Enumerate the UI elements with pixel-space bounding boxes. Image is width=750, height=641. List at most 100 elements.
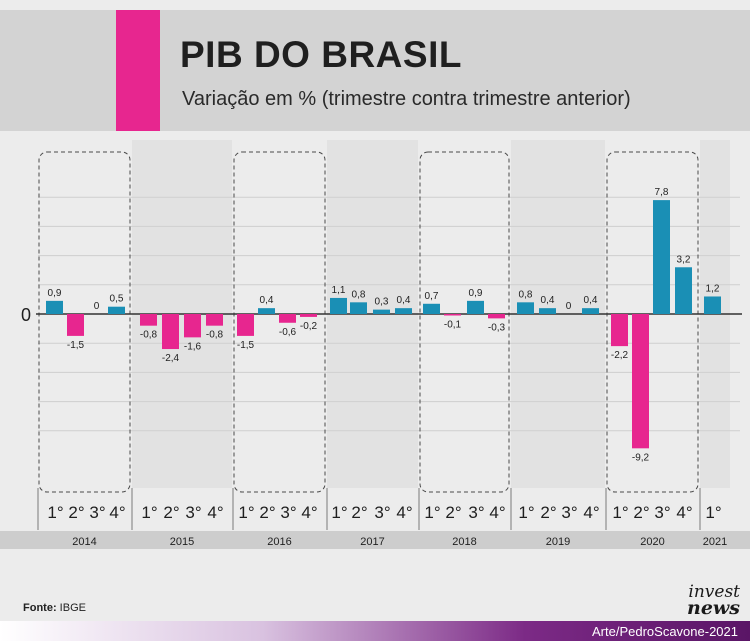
data-label-2017-q2: 0,8	[352, 289, 366, 300]
source-label: Fonte:	[23, 602, 57, 614]
highlight-box-2018	[419, 151, 510, 493]
quarter-label: 4°	[583, 503, 599, 522]
quarter-label: 3°	[185, 503, 201, 522]
data-label-2018-q1: 0,7	[425, 291, 439, 302]
year-band	[0, 531, 750, 549]
data-label-2014-q1: 0,9	[48, 288, 62, 299]
highlight-box-2020	[606, 151, 699, 493]
credit-text: Arte/PedroScavone-2021	[592, 624, 738, 639]
bar-2015-q2	[162, 314, 179, 350]
accent-bar	[116, 10, 160, 131]
bar-2015-q4	[206, 314, 223, 326]
quarter-label: 1°	[705, 503, 721, 522]
data-label-2019-q4: 0,4	[584, 295, 598, 306]
data-label-2020-q2: -9,2	[632, 452, 650, 463]
data-label-2019-q1: 0,8	[519, 289, 533, 300]
quarter-label: 3°	[654, 503, 670, 522]
logo-line-1: invest	[688, 582, 740, 602]
data-label-2015-q2: -2,4	[162, 353, 180, 364]
source-note: Fonte: IBGE	[23, 602, 86, 614]
bar-2020-q4	[675, 267, 692, 314]
bar-2020-q2	[632, 314, 649, 449]
data-label-2016-q1: -1,5	[237, 340, 255, 351]
data-label-2020-q4: 3,2	[677, 254, 691, 265]
bar-2016-q1	[237, 314, 254, 336]
quarter-label: 1°	[238, 503, 254, 522]
quarter-label: 2°	[445, 503, 461, 522]
logo-line-2: news	[687, 597, 740, 619]
quarter-label: 2°	[259, 503, 275, 522]
quarter-label: 1°	[47, 503, 63, 522]
data-label-2015-q4: -0,8	[206, 330, 224, 341]
investnews-logo: invest news	[668, 582, 740, 619]
bar-2019-q2	[539, 308, 556, 314]
chart-title: PIB DO BRASIL	[180, 34, 462, 75]
year-label-2015: 2015	[170, 536, 194, 548]
header-band: PIB DO BRASIL Variação em % (trimestre c…	[0, 10, 750, 131]
bar-2017-q2	[350, 302, 367, 314]
bar-2014-q2	[67, 314, 84, 336]
bar-2016-q2	[258, 308, 275, 314]
data-label-2017-q1: 1,1	[332, 285, 346, 296]
source-value: IBGE	[59, 602, 86, 614]
quarter-label: 4°	[207, 503, 223, 522]
year-label-2017: 2017	[360, 536, 384, 548]
year-label-2021: 2021	[703, 536, 727, 548]
bar-2017-q4	[395, 308, 412, 314]
quarter-label: 4°	[489, 503, 505, 522]
data-label-2014-q4: 0,5	[110, 294, 124, 305]
highlight-box-2014	[38, 151, 131, 493]
quarter-label: 4°	[301, 503, 317, 522]
data-label-2018-q2: -0,1	[444, 319, 462, 330]
data-label-2020-q3: 7,8	[655, 187, 669, 198]
bar-2019-q4	[582, 308, 599, 314]
quarter-label: 2°	[351, 503, 367, 522]
highlight-box-2016	[233, 151, 326, 493]
year-label-2018: 2018	[452, 536, 476, 548]
data-label-2016-q2: 0,4	[260, 295, 274, 306]
quarter-label: 4°	[396, 503, 412, 522]
quarter-label: 3°	[280, 503, 296, 522]
data-label-2019-q3: 0	[566, 301, 572, 312]
bar-2018-q3	[467, 300, 484, 314]
quarter-label: 1°	[424, 503, 440, 522]
data-label-2019-q2: 0,4	[541, 295, 555, 306]
year-label-2014: 2014	[72, 536, 96, 548]
quarter-label: 2°	[633, 503, 649, 522]
data-label-2018-q3: 0,9	[469, 288, 483, 299]
quarter-label: 1°	[518, 503, 534, 522]
bar-2021-q1	[704, 296, 721, 314]
data-label-2016-q4: -0,2	[300, 321, 318, 332]
bar-2019-q1	[517, 302, 534, 314]
quarter-label: 2°	[68, 503, 84, 522]
data-label-2015-q1: -0,8	[140, 330, 158, 341]
quarter-label: 2°	[163, 503, 179, 522]
bar-2018-q2	[444, 314, 461, 316]
bar-2016-q3	[279, 314, 296, 323]
quarter-label: 3°	[468, 503, 484, 522]
bar-2014-q1	[46, 300, 63, 314]
quarter-label: 3°	[561, 503, 577, 522]
bar-2017-q1	[330, 297, 347, 314]
year-label-2020: 2020	[640, 536, 664, 548]
quarter-label: 4°	[109, 503, 125, 522]
year-label-2019: 2019	[546, 536, 570, 548]
quarter-label: 1°	[331, 503, 347, 522]
bar-2018-q1	[423, 303, 440, 314]
data-label-2017-q3: 0,3	[375, 297, 389, 308]
bar-2016-q4	[300, 314, 317, 317]
bar-2014-q4	[108, 306, 125, 314]
footer-band: Arte/PedroScavone-2021	[0, 621, 750, 641]
gdp-bar-chart: 0 0,9 1° -1,5 2° 0 3° 0,5 4° -0,8 1° -2,4 2° -1,6 3° -0…	[0, 151, 750, 549]
data-label-2015-q3: -1,6	[184, 341, 202, 352]
data-label-2017-q4: 0,4	[397, 295, 411, 306]
year-label-2016: 2016	[267, 536, 291, 548]
data-label-2018-q4: -0,3	[488, 322, 506, 333]
quarter-label: 4°	[676, 503, 692, 522]
bar-2020-q3	[653, 200, 670, 314]
bar-2015-q3	[184, 314, 201, 338]
data-label-2014-q3: 0	[94, 301, 100, 312]
zero-axis-label: 0	[21, 305, 31, 325]
bar-2020-q1	[611, 314, 628, 347]
bar-2015-q1	[140, 314, 157, 326]
